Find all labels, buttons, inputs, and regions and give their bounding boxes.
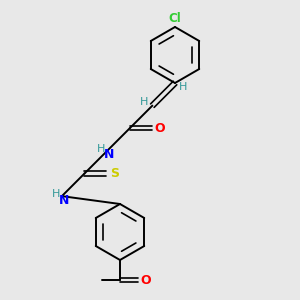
Text: O: O bbox=[154, 122, 165, 135]
Text: O: O bbox=[141, 274, 151, 286]
Text: H: H bbox=[179, 82, 187, 92]
Text: N: N bbox=[59, 194, 69, 207]
Text: S: S bbox=[110, 167, 119, 180]
Text: N: N bbox=[104, 148, 114, 161]
Text: H: H bbox=[97, 144, 105, 154]
Text: H: H bbox=[52, 189, 60, 199]
Text: Cl: Cl bbox=[169, 11, 182, 25]
Text: H: H bbox=[140, 97, 148, 106]
